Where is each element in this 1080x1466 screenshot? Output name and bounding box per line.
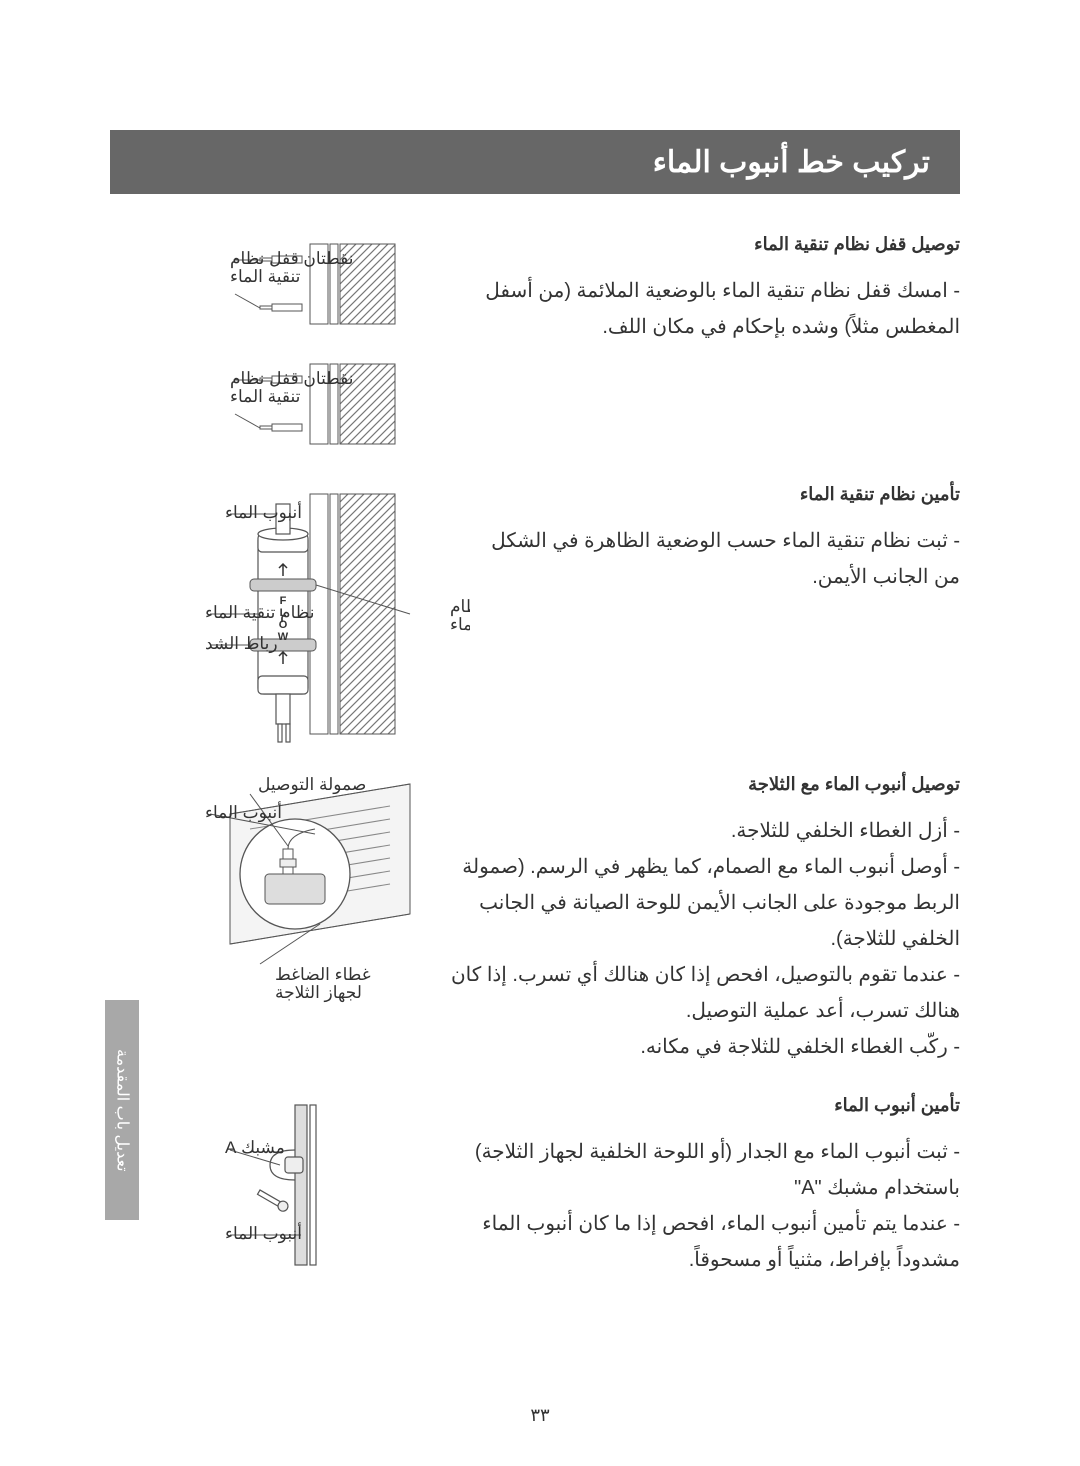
label-tube: أنبوب الماء [205,801,282,823]
side-tab: تعديل باب المقدمة [105,1000,139,1220]
page: تركيب خط أنبوب الماء توصيل قفل نظام تنقي… [0,0,1080,1466]
label-lock: قفل نظامتنقية الماء [450,597,470,634]
figure-clip: مشبك A أنبوب الماء [110,1095,430,1278]
figure-fridge: صمولة التوصيل أنبوب الماء غطاء الضاغطلجه… [110,774,430,1065]
purifier-diagram-icon: F L O W أنبوب الماء نظام تنقية الماء ربا… [110,484,470,744]
svg-text:W: W [278,631,289,643]
section-secure-purifier: تأمين نظام تنقية الماء - ثبت نظام تنقية … [110,484,960,744]
side-tab-label: تعديل باب المقدمة [113,1049,132,1172]
body-text: - امسك قفل نظام تنقية الماء بالوضعية الم… [450,273,960,345]
clip-diagram-icon: مشبك A أنبوب الماء [110,1095,390,1275]
label-clip-a: مشبك A [225,1138,285,1157]
label-water-tube: أنبوب الماء [225,501,302,523]
fridge-diagram-icon: صمولة التوصيل أنبوب الماء غطاء الضاغطلجه… [110,774,430,1004]
lock-diagram-icon: نقطتان قفل نظامتنقية الماء نقطتان قفل نظ… [110,234,430,454]
label-purifier: نظام تنقية الماء [205,603,314,623]
page-number: ٣٣ [530,1405,549,1426]
page-title-bar: تركيب خط أنبوب الماء [110,130,960,194]
text-col: تأمين أنبوب الماء - ثبت أنبوب الماء مع ا… [450,1095,960,1278]
subheading: تأمين نظام تنقية الماء [490,484,960,505]
text-col: تأمين نظام تنقية الماء - ثبت نظام تنقية … [490,484,960,744]
text-col: توصيل قفل نظام تنقية الماء - امسك قفل نظ… [450,234,960,454]
subheading: توصيل قفل نظام تنقية الماء [450,234,960,255]
body-text: - أزل الغطاء الخلفي للثلاجة.- أوصل أنبوب… [450,813,960,1065]
label-nut: صمولة التوصيل [258,775,366,795]
figure-lock: نقطتان قفل نظامتنقية الماء نقطتان قفل نظ… [110,234,430,454]
label-tube4: أنبوب الماء [225,1222,302,1244]
subheading: توصيل أنبوب الماء مع الثلاجة [450,774,960,795]
section-secure-tube: تأمين أنبوب الماء - ثبت أنبوب الماء مع ا… [110,1095,960,1278]
label-strap: رباط الشد [205,634,278,654]
section-tube-fridge: توصيل أنبوب الماء مع الثلاجة - أزل الغطا… [110,774,960,1065]
page-title: تركيب خط أنبوب الماء [653,145,930,180]
section-lock-connect: توصيل قفل نظام تنقية الماء - امسك قفل نظ… [110,234,960,454]
label-cover: غطاء الضاغطلجهاز الثلاجة [275,965,371,1003]
subheading: تأمين أنبوب الماء [450,1095,960,1116]
figure-purifier: F L O W أنبوب الماء نظام تنقية الماء ربا… [110,484,470,744]
body-text: - ثبت نظام تنقية الماء حسب الوضعية الظاه… [490,523,960,595]
body-text: - ثبت أنبوب الماء مع الجدار (أو اللوحة ا… [450,1134,960,1278]
text-col: توصيل أنبوب الماء مع الثلاجة - أزل الغطا… [450,774,960,1065]
